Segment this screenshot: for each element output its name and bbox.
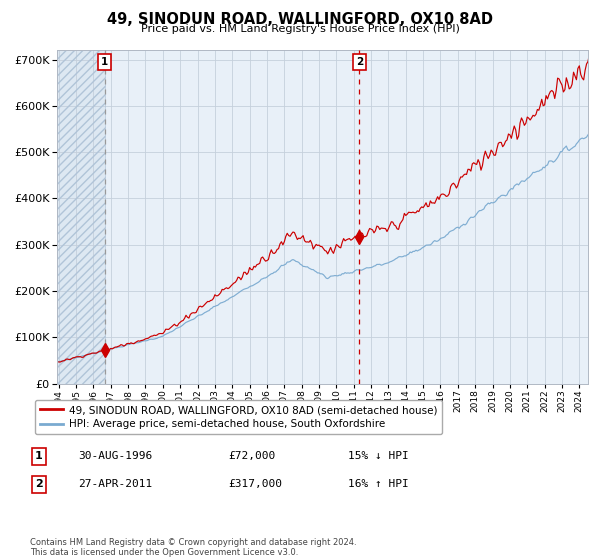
Text: 2: 2 <box>35 479 43 489</box>
Text: 27-APR-2011: 27-APR-2011 <box>78 479 152 489</box>
Text: 15% ↓ HPI: 15% ↓ HPI <box>348 451 409 461</box>
Text: £317,000: £317,000 <box>228 479 282 489</box>
Text: 16% ↑ HPI: 16% ↑ HPI <box>348 479 409 489</box>
Text: 30-AUG-1996: 30-AUG-1996 <box>78 451 152 461</box>
Bar <box>57 50 105 384</box>
Bar <box>57 50 105 384</box>
Text: £72,000: £72,000 <box>228 451 275 461</box>
Text: 49, SINODUN ROAD, WALLINGFORD, OX10 8AD: 49, SINODUN ROAD, WALLINGFORD, OX10 8AD <box>107 12 493 27</box>
Text: Price paid vs. HM Land Registry's House Price Index (HPI): Price paid vs. HM Land Registry's House … <box>140 24 460 34</box>
Text: 1: 1 <box>101 57 109 67</box>
Text: 2: 2 <box>356 57 363 67</box>
Text: 1: 1 <box>35 451 43 461</box>
Legend: 49, SINODUN ROAD, WALLINGFORD, OX10 8AD (semi-detached house), HPI: Average pric: 49, SINODUN ROAD, WALLINGFORD, OX10 8AD … <box>35 400 442 435</box>
Text: Contains HM Land Registry data © Crown copyright and database right 2024.
This d: Contains HM Land Registry data © Crown c… <box>30 538 356 557</box>
